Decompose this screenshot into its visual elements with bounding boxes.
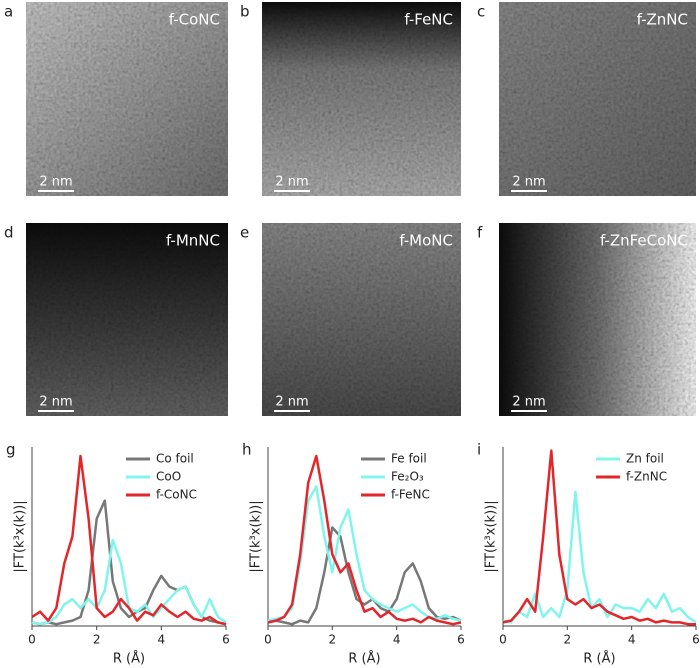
x-axis-label: R (Å) bbox=[583, 651, 615, 667]
panel-letter: b bbox=[240, 3, 250, 21]
x-tick-label: 2 bbox=[329, 633, 337, 647]
x-tick-label: 2 bbox=[93, 633, 101, 647]
y-axis-label: |FT(k³x(k))| bbox=[13, 500, 28, 572]
scale-bar-label: 2 nm bbox=[39, 175, 72, 190]
panel-letter: g bbox=[6, 441, 16, 459]
legend-label: Zn foil bbox=[626, 452, 664, 466]
panel-letter: e bbox=[240, 224, 249, 242]
x-tick-label: 0 bbox=[499, 633, 507, 647]
charts: g 0 2 4 6 R (Å) |FT(k³x(k))| Co foil CoO f-CoNC h 0… bbox=[6, 441, 700, 667]
sample-label: f-ZnNC bbox=[637, 11, 688, 29]
sample-label: f-FeNC bbox=[404, 11, 453, 29]
scale-bar-label: 2 nm bbox=[512, 175, 545, 190]
sample-label: f-MoNC bbox=[399, 232, 453, 250]
legend-label: CoO bbox=[156, 470, 181, 484]
panel-letter: d bbox=[4, 224, 14, 242]
scale-bar-label: 2 nm bbox=[275, 175, 308, 190]
sample-label: f-ZnFeCoNC bbox=[600, 232, 688, 250]
x-tick-label: 4 bbox=[628, 633, 636, 647]
series-line bbox=[502, 490, 697, 624]
legend-label: Fe₂O₃ bbox=[391, 470, 424, 484]
x-axis-label: R (Å) bbox=[348, 651, 380, 667]
series-line bbox=[267, 454, 462, 626]
legend-label: f-ZnNC bbox=[626, 470, 667, 484]
x-tick-label: 6 bbox=[692, 633, 700, 647]
legend-label: f-FeNC bbox=[391, 488, 430, 502]
sample-label: f-CoNC bbox=[169, 11, 220, 29]
x-tick-label: 6 bbox=[457, 633, 465, 647]
series-line bbox=[267, 485, 462, 622]
legend-label: f-CoNC bbox=[156, 488, 197, 502]
micrograph-shade bbox=[499, 223, 696, 416]
panel-letter: i bbox=[477, 441, 481, 459]
series-line bbox=[267, 526, 462, 626]
x-tick-label: 0 bbox=[28, 633, 36, 647]
sample-label: f-MnNC bbox=[166, 232, 220, 250]
scale-bar-label: 2 nm bbox=[512, 395, 545, 410]
panel-letter: f bbox=[477, 224, 483, 242]
legend-label: Co foil bbox=[156, 452, 194, 466]
panel-letter: a bbox=[4, 3, 13, 21]
scale-bar-label: 2 nm bbox=[275, 395, 308, 410]
micrograph-shade bbox=[262, 2, 461, 196]
micrographs: a f-CoNC 2 nm b f-FeNC 2 nm c f-ZnNC 2 nm d f-MnNC… bbox=[4, 2, 696, 416]
x-tick-label: 2 bbox=[564, 633, 572, 647]
micrograph-shade bbox=[26, 2, 228, 196]
x-tick-label: 6 bbox=[222, 633, 230, 647]
micrograph-shade bbox=[262, 223, 461, 416]
panel-letter: c bbox=[477, 3, 485, 21]
y-axis-label: |FT(k³x(k))| bbox=[249, 500, 264, 572]
micrograph-shade bbox=[26, 223, 228, 416]
x-tick-label: 0 bbox=[264, 633, 272, 647]
micrograph-shade bbox=[499, 2, 696, 196]
scale-bar-label: 2 nm bbox=[39, 395, 72, 410]
x-axis-label: R (Å) bbox=[113, 651, 145, 667]
y-axis-label: |FT(k³x(k))| bbox=[484, 500, 499, 572]
x-tick-label: 4 bbox=[158, 633, 166, 647]
legend-label: Fe foil bbox=[391, 452, 427, 466]
series-line bbox=[502, 449, 696, 626]
series-line bbox=[31, 454, 227, 626]
panel-letter: h bbox=[242, 441, 252, 459]
x-tick-label: 4 bbox=[393, 633, 401, 647]
